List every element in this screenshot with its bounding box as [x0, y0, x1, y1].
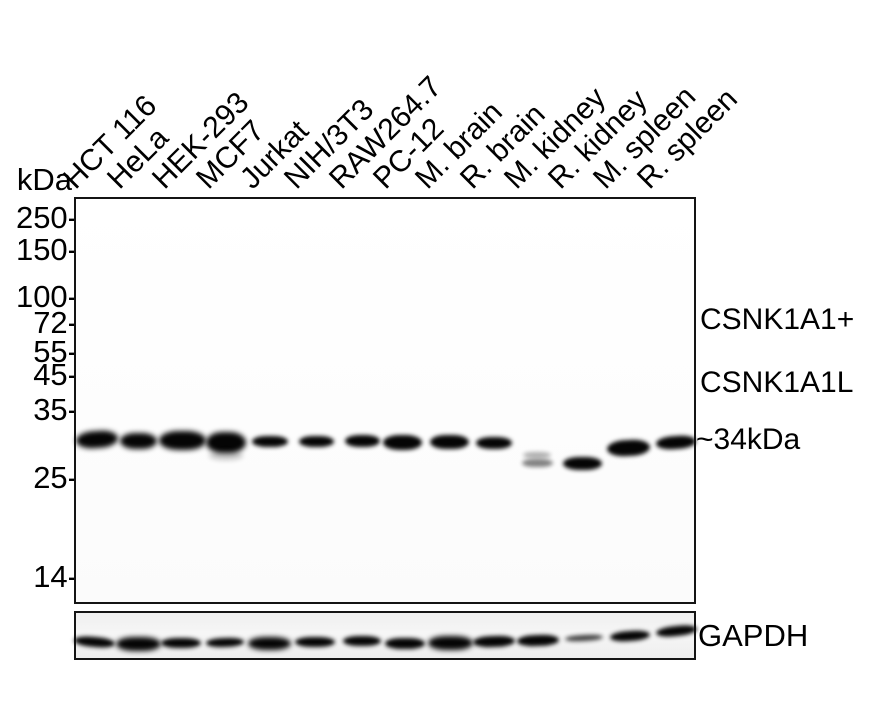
- gapdh-band-3: [161, 638, 201, 648]
- gapdh-band-13: [609, 629, 651, 643]
- csnk1a1-band-10: [429, 435, 469, 449]
- gapdh-band-9: [427, 636, 473, 650]
- csnk1a1-band-12: [523, 452, 551, 458]
- csnk1a1-band-8: [344, 435, 380, 447]
- gapdh-band-10: [472, 634, 516, 648]
- csnk1a1-band-13: [521, 459, 553, 467]
- mw-marker-100: 100-: [15, 279, 78, 314]
- csnk1a1-band-6: [252, 435, 288, 447]
- target-protein-label-line2: CSNK1A1L: [700, 366, 854, 399]
- gapdh-band-7: [343, 636, 381, 646]
- gapdh-band-4: [205, 636, 245, 648]
- gapdh-band-2: [115, 637, 161, 651]
- loading-control-label: GAPDH: [698, 618, 809, 653]
- csnk1a1-band-7: [298, 435, 334, 447]
- gapdh-band-1: [73, 635, 115, 649]
- gapdh-band-11: [516, 633, 560, 647]
- csnk1a1-band-3: [158, 430, 206, 450]
- mw-marker-45: 45-: [33, 357, 78, 392]
- mw-marker-55: 55-: [33, 334, 78, 369]
- kda-unit-label: kDa: [16, 162, 72, 197]
- csnk1a1-band-2: [119, 433, 157, 449]
- gapdh-band-14: [655, 623, 697, 639]
- csnk1a1-band-15: [606, 438, 650, 458]
- main-blot-panel: [74, 197, 697, 604]
- csnk1a1-band-16: [655, 434, 697, 450]
- observed-band-size-label: ~34kDa: [696, 423, 801, 456]
- csnk1a1-band-11: [476, 437, 512, 449]
- csnk1a1-band-5: [209, 450, 243, 460]
- csnk1a1-band-4: [206, 431, 246, 453]
- csnk1a1-band-1: [75, 429, 119, 449]
- gapdh-blot-panel: [73, 611, 697, 660]
- mw-marker-150: 150-: [15, 232, 78, 267]
- gapdh-band-12: [564, 634, 604, 642]
- csnk1a1-band-9: [382, 434, 422, 450]
- mw-marker-25: 25-: [33, 460, 78, 495]
- mw-marker-72: 72-: [33, 305, 78, 340]
- mw-marker-35: 35-: [33, 392, 78, 427]
- target-protein-label-line1: CSNK1A1+: [700, 303, 855, 336]
- mw-marker-250: 250-: [15, 200, 78, 235]
- gapdh-band-5: [247, 636, 291, 650]
- gapdh-band-6: [295, 637, 335, 647]
- csnk1a1-band-14: [562, 456, 602, 470]
- mw-marker-14: 14-: [33, 559, 78, 594]
- gapdh-band-8: [385, 637, 425, 649]
